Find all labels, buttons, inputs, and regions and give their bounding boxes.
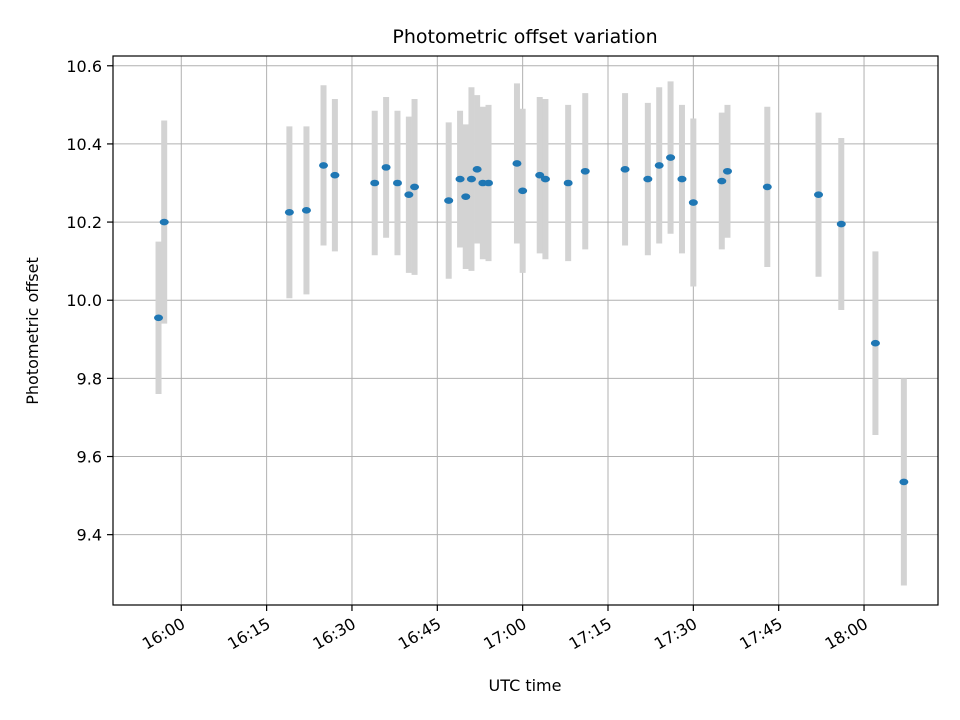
data-point	[654, 162, 664, 169]
data-point	[666, 154, 676, 161]
data-point	[284, 208, 294, 216]
data-point	[870, 339, 880, 347]
data-point	[370, 179, 380, 187]
data-point	[410, 183, 420, 191]
data-point	[836, 220, 846, 228]
data-point	[484, 179, 494, 187]
data-point	[518, 187, 528, 195]
data-point	[535, 171, 545, 179]
data-point	[762, 183, 772, 191]
y-tick-label: 9.4	[77, 526, 102, 545]
plot-area-frame	[112, 55, 939, 606]
data-point	[899, 478, 909, 486]
data-point	[722, 167, 732, 175]
data-point	[466, 175, 476, 183]
data-point	[688, 199, 698, 206]
y-tick-label: 10.4	[66, 135, 102, 154]
x-axis-label: UTC time	[489, 676, 562, 695]
data-point	[717, 177, 727, 185]
data-point	[392, 179, 402, 187]
y-tick-label: 9.6	[77, 448, 102, 467]
data-point	[455, 175, 465, 183]
data-point	[643, 175, 653, 183]
y-tick-label: 10.6	[66, 57, 102, 76]
data-point	[444, 197, 454, 204]
y-axis-ticks: 9.4 9.6 9.8 10.0 10.2 10.4 10.6	[66, 57, 113, 545]
data-point	[404, 191, 414, 199]
data-point	[159, 218, 169, 226]
data-point	[330, 171, 340, 179]
data-point	[580, 167, 590, 175]
data-point	[677, 175, 687, 183]
y-tick-label: 10.2	[66, 213, 102, 232]
data-point	[563, 179, 573, 187]
data-point	[512, 160, 522, 167]
y-axis-label: Photometric offset	[23, 257, 42, 405]
data-points	[154, 154, 909, 486]
data-point	[154, 314, 164, 322]
chart-title: Photometric offset variation	[392, 26, 657, 48]
y-tick-label: 9.8	[77, 369, 102, 388]
y-tick-label: 10.0	[66, 291, 102, 310]
data-point	[814, 191, 824, 199]
data-point	[461, 193, 471, 200]
data-point	[381, 164, 391, 171]
data-point	[472, 166, 482, 173]
data-point	[620, 166, 630, 173]
data-point	[319, 162, 329, 169]
data-point	[540, 175, 550, 183]
data-point	[301, 207, 311, 214]
